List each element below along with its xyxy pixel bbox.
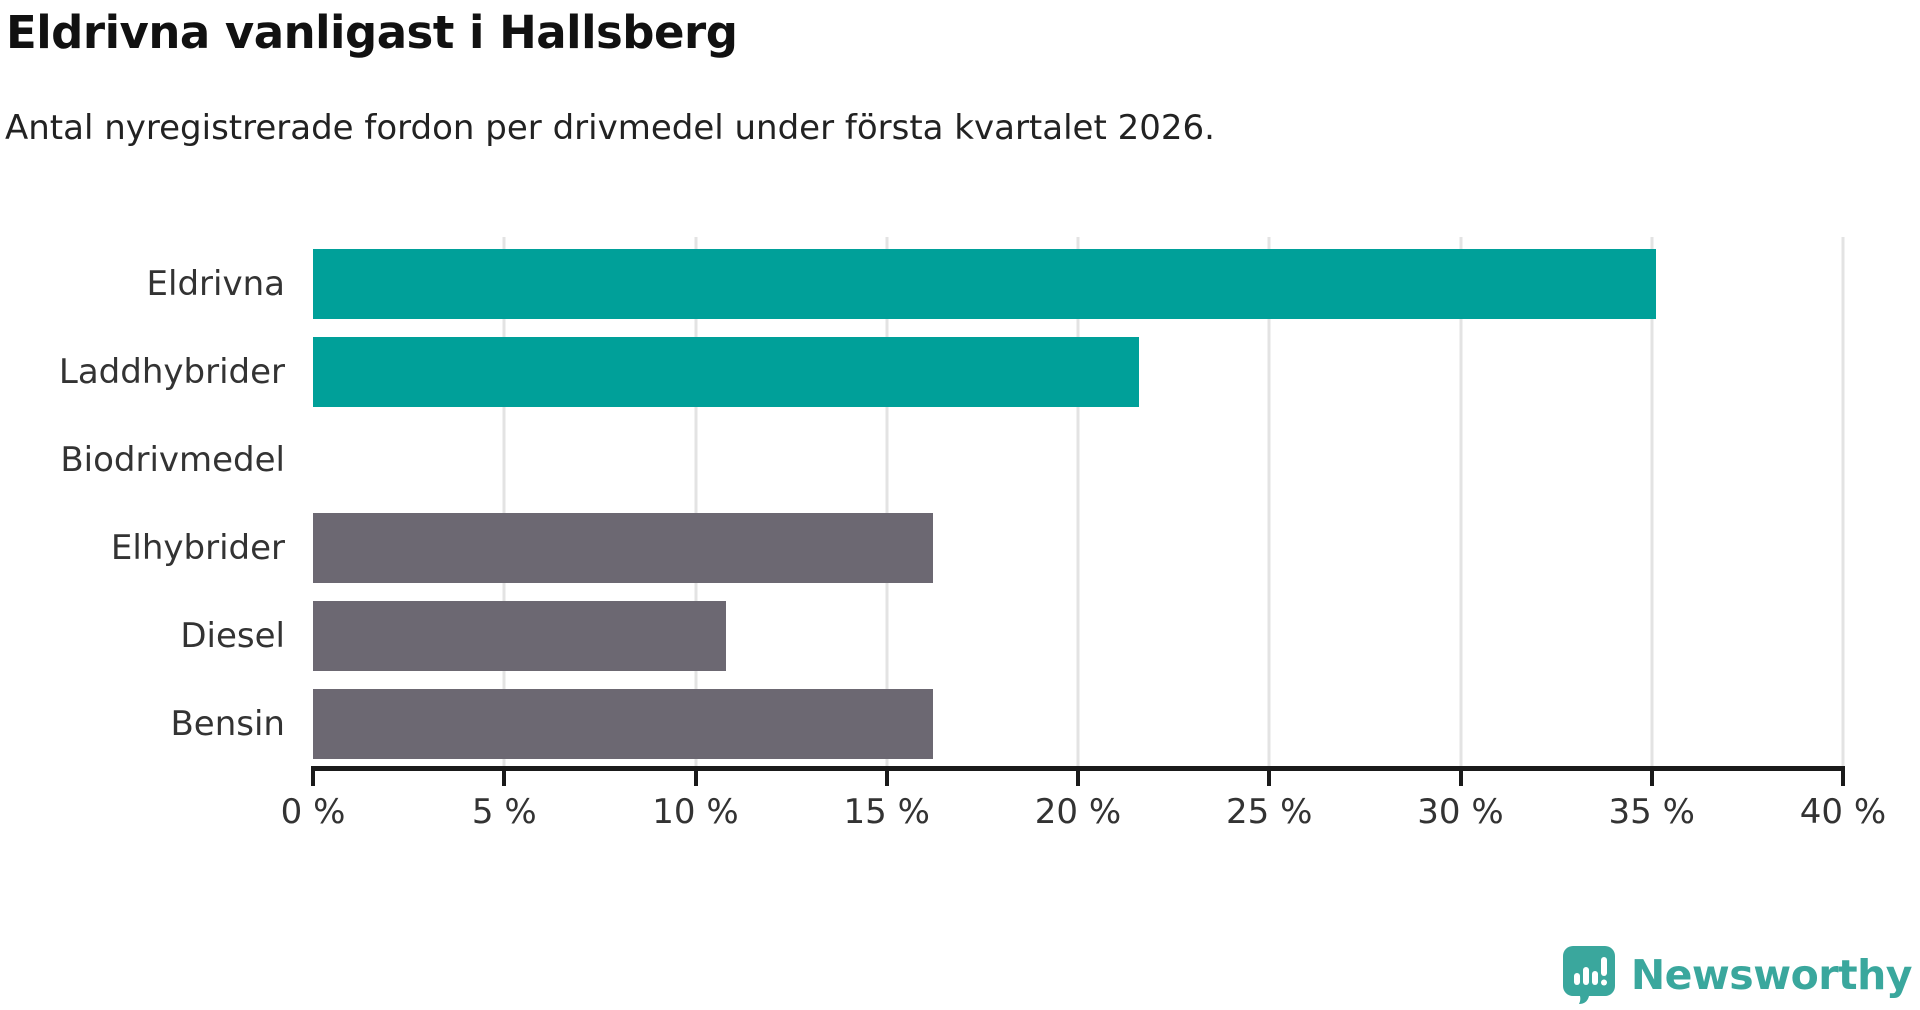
page-subtitle: Antal nyregistrerade fordon per drivmede… (5, 108, 1215, 148)
axis-tick-label: 20 % (1034, 792, 1122, 832)
bar-bensin (313, 689, 933, 759)
category-label: Biodrivmedel (60, 440, 285, 480)
axis-tick (1841, 766, 1845, 786)
bar-row (313, 601, 1843, 671)
category-label: Diesel (180, 616, 285, 656)
gridline (1841, 237, 1845, 766)
axis-tick (693, 766, 698, 786)
gridline (885, 237, 889, 766)
axis-tick-label: 30 % (1417, 792, 1504, 832)
category-label: Eldrivna (146, 264, 285, 304)
gridline (502, 237, 506, 766)
bar-rows (313, 237, 1843, 766)
bar-row (313, 337, 1843, 407)
axis-tick (502, 766, 507, 786)
bar-row (313, 425, 1843, 495)
category-labels: Eldrivna Laddhybrider Biodrivmedel Elhybrid… (0, 237, 285, 766)
axis-tick-label: 25 % (1226, 792, 1313, 832)
gridline (1076, 237, 1080, 766)
axis-tick-label: 35 % (1608, 792, 1695, 832)
category-label: Laddhybrider (58, 352, 285, 392)
newsworthy-logo-icon (1562, 946, 1615, 1004)
gridline (1267, 237, 1271, 766)
plot-area (313, 237, 1845, 766)
category-label: Elhybrider (110, 528, 285, 568)
gridline (1459, 237, 1462, 766)
bar-laddhybrider (313, 337, 1140, 407)
page-title: Eldrivna vanligast i Hallsberg (6, 6, 738, 59)
newsworthy-logo-text: Newsworthy (1630, 951, 1913, 999)
gridline (694, 237, 697, 766)
axis-tick (311, 766, 315, 786)
axis-tick (1076, 766, 1080, 786)
newsworthy-logo: Newsworthy (1562, 946, 1913, 1004)
axis-tick (1649, 766, 1654, 786)
axis-tick-label: 5 % (471, 792, 537, 832)
bar-row (313, 513, 1843, 583)
axis-tick-label: 0 % (280, 792, 346, 832)
bar-row (313, 689, 1843, 759)
axis-tick-label: 40 % (1799, 792, 1887, 832)
axis-tick (884, 766, 889, 786)
bar-eldrivna (313, 249, 1656, 319)
bar-row (313, 249, 1843, 319)
axis-tick (1458, 766, 1463, 786)
axis-tick-label: 10 % (652, 792, 739, 832)
axis-tick-label: 15 % (843, 792, 930, 832)
category-label: Bensin (170, 704, 285, 744)
bar-diesel (313, 601, 727, 671)
axis-tick (1267, 766, 1272, 786)
gridline (1650, 237, 1654, 766)
bar-elhybrider (313, 513, 933, 583)
